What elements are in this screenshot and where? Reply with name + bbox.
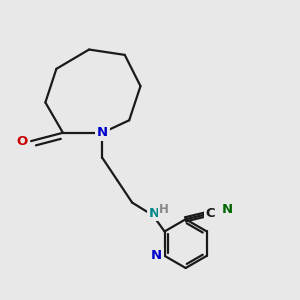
Text: N: N <box>149 206 160 220</box>
Text: O: O <box>16 135 28 148</box>
Text: N: N <box>151 249 162 262</box>
Text: N: N <box>222 203 233 216</box>
Text: N: N <box>97 126 108 139</box>
Text: C: C <box>206 207 215 220</box>
Text: H: H <box>159 203 169 216</box>
